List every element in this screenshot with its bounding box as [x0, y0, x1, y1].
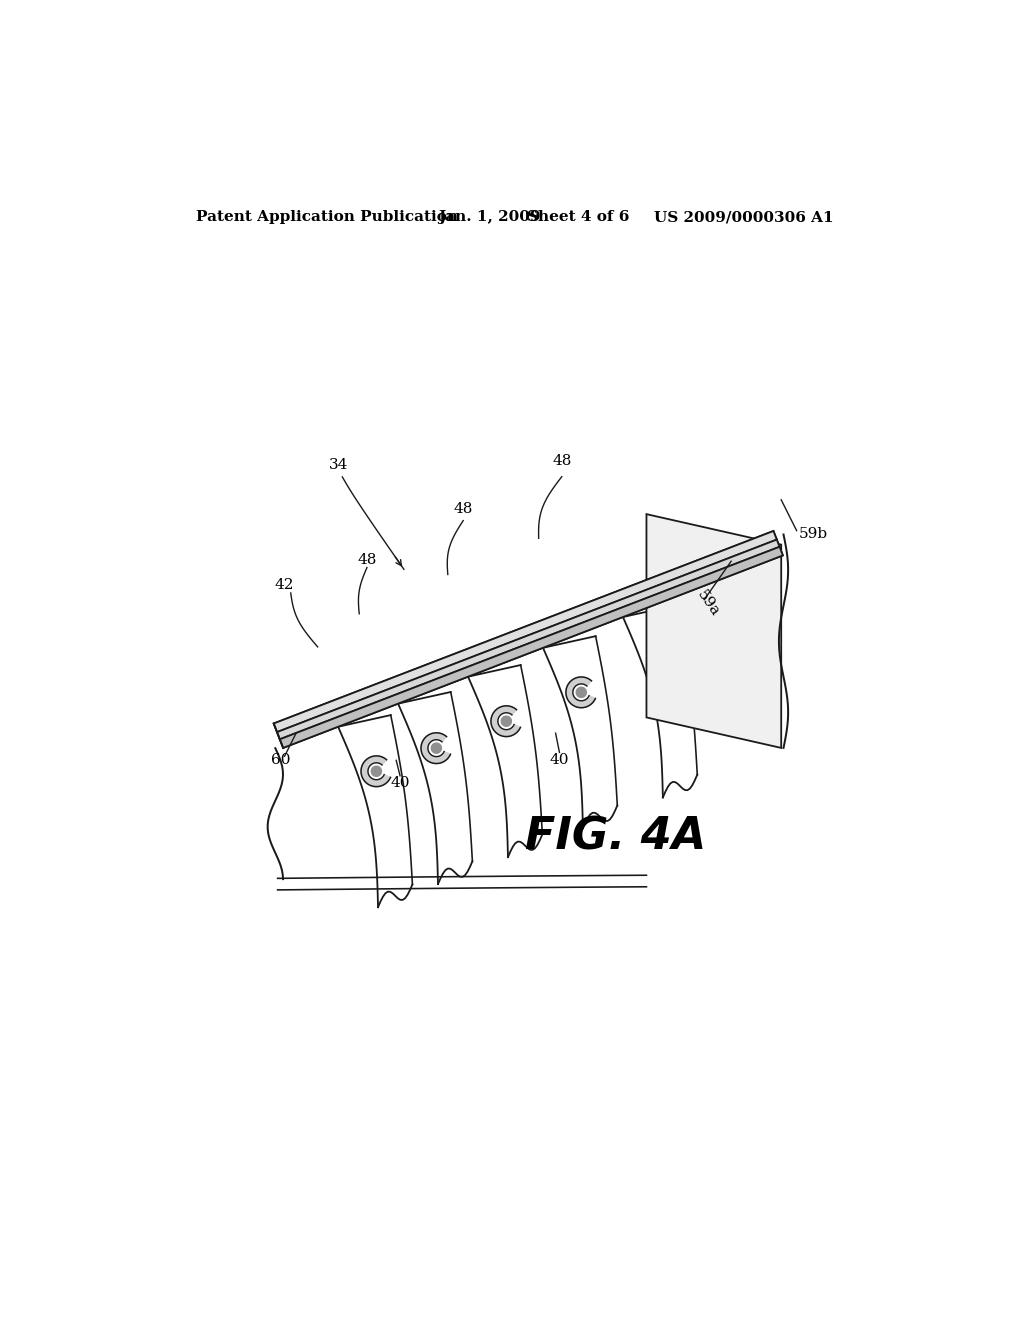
Text: Jan. 1, 2009: Jan. 1, 2009 [438, 210, 541, 224]
Text: 48: 48 [357, 553, 377, 566]
Text: Patent Application Publication: Patent Application Publication [196, 210, 458, 224]
Text: 34: 34 [329, 458, 348, 473]
Polygon shape [646, 515, 781, 748]
Text: 40: 40 [550, 754, 569, 767]
Text: 40: 40 [390, 776, 410, 791]
Polygon shape [273, 531, 777, 733]
Text: 48: 48 [454, 502, 473, 516]
Polygon shape [543, 640, 617, 828]
Polygon shape [431, 743, 441, 754]
Polygon shape [338, 719, 413, 907]
Polygon shape [361, 756, 390, 787]
Polygon shape [280, 546, 783, 748]
Polygon shape [577, 688, 587, 697]
Polygon shape [278, 540, 779, 739]
Polygon shape [421, 733, 451, 763]
Text: 59a: 59a [694, 587, 722, 619]
Polygon shape [502, 717, 511, 726]
Text: 42: 42 [274, 578, 294, 593]
Text: 60: 60 [271, 754, 291, 767]
Polygon shape [398, 696, 472, 884]
Polygon shape [566, 677, 595, 708]
Text: US 2009/0000306 A1: US 2009/0000306 A1 [654, 210, 834, 224]
Polygon shape [490, 706, 520, 737]
Polygon shape [623, 610, 697, 797]
Polygon shape [273, 531, 777, 733]
Polygon shape [278, 540, 779, 739]
Polygon shape [468, 669, 543, 857]
Text: 59b: 59b [799, 528, 828, 541]
Text: 48: 48 [552, 454, 571, 469]
Polygon shape [372, 766, 382, 776]
Text: Sheet 4 of 6: Sheet 4 of 6 [527, 210, 630, 224]
Text: FIG. 4A: FIG. 4A [525, 816, 707, 859]
Polygon shape [280, 546, 783, 748]
